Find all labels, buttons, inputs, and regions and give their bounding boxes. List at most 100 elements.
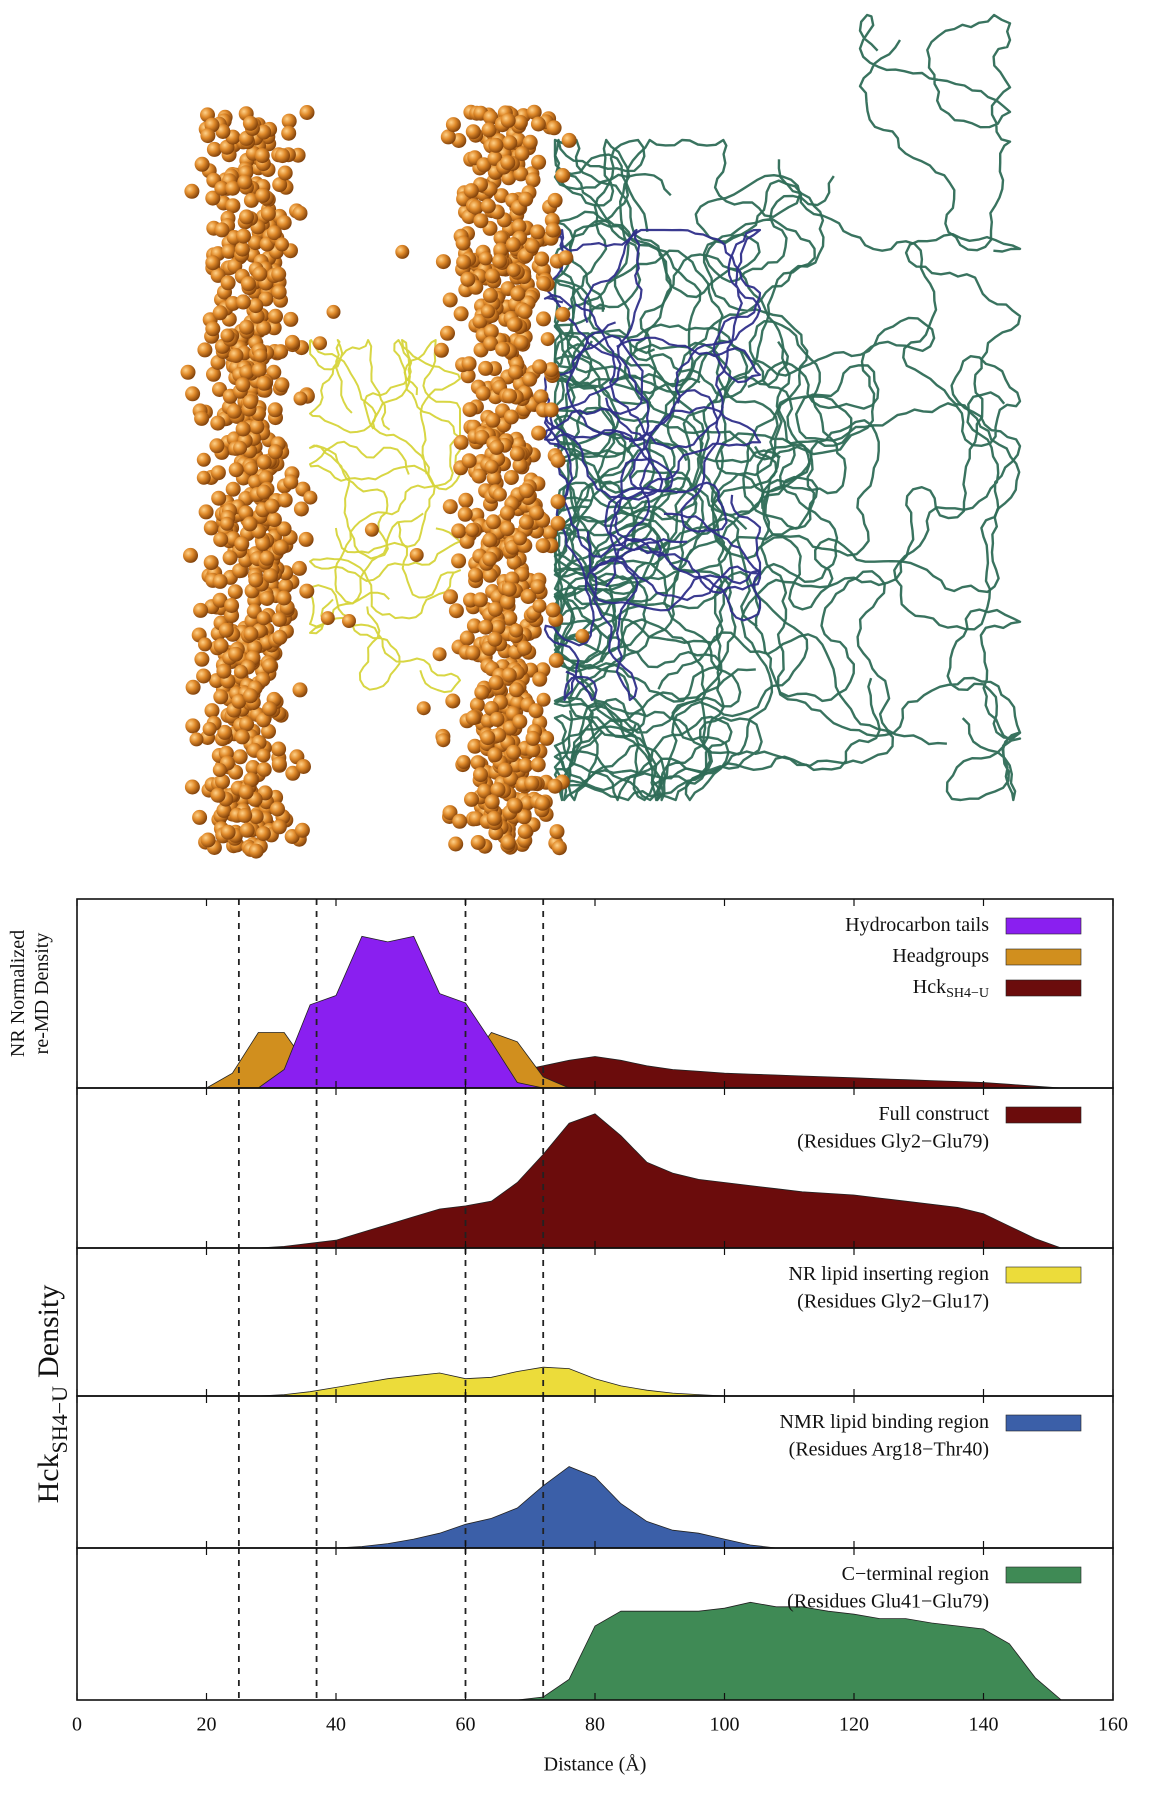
y-axis-label-prefix: Hck	[32, 1453, 65, 1503]
protein-trace	[334, 339, 461, 554]
protein-trace	[334, 339, 461, 605]
protein-trace	[309, 522, 461, 620]
lipid-sphere	[448, 836, 464, 852]
lipid-sphere	[236, 228, 251, 244]
protein-trace	[753, 445, 1022, 802]
protein-trace	[553, 476, 894, 792]
legend-detail: (Residues Arg18−Thr40)	[789, 1439, 989, 1461]
lipid-sphere	[512, 714, 528, 730]
lipid-sphere	[235, 421, 251, 437]
lipid-sphere	[456, 755, 471, 769]
protein-trace	[858, 13, 1012, 252]
lipid-sphere	[189, 732, 204, 747]
lipid-sphere	[248, 809, 264, 825]
lipid-sphere	[482, 287, 498, 303]
lipid-sphere	[261, 723, 276, 739]
lipid-sphere	[262, 658, 277, 674]
lipid-sphere	[277, 165, 293, 181]
lipid-sphere	[477, 783, 493, 799]
lipid-sphere	[200, 128, 216, 144]
lipid-sphere	[294, 822, 310, 838]
protein-trace	[309, 339, 391, 434]
lipid-sphere	[575, 628, 590, 643]
lipid-sphere	[471, 468, 487, 484]
protein-trace	[543, 410, 762, 602]
legend-label-text: Hydrocarbon tails	[845, 914, 989, 936]
lipid-sphere	[194, 156, 210, 172]
lipid-sphere	[525, 742, 541, 758]
lipid-sphere	[233, 664, 248, 679]
lipid-sphere	[510, 286, 526, 302]
lipid-sphere	[293, 501, 309, 517]
lipid-sphere	[500, 834, 516, 850]
x-tick-label: 160	[1098, 1714, 1128, 1736]
lipid-sphere	[267, 402, 283, 418]
x-tick-label: 0	[72, 1714, 82, 1736]
lipid-sphere	[480, 730, 496, 746]
lipid-sphere	[234, 729, 250, 745]
lipid-sphere	[259, 591, 275, 606]
lipid-sphere	[212, 305, 228, 321]
lipid-sphere	[533, 389, 549, 405]
lipid-sphere	[253, 348, 268, 363]
lipid-sphere	[484, 268, 500, 284]
lipid-sphere	[296, 759, 311, 774]
lipid-sphere	[518, 514, 534, 530]
lipid-sphere	[206, 366, 221, 382]
lipid-sphere	[500, 155, 516, 171]
lipid-sphere	[561, 132, 577, 148]
legend-label-text: NMR lipid binding region	[780, 1411, 989, 1433]
lipid-sphere	[213, 532, 229, 547]
lipid-sphere	[506, 744, 522, 760]
lipid-sphere	[255, 187, 271, 203]
protein-trace	[565, 334, 762, 594]
lipid-sphere	[470, 835, 486, 850]
lipid-sphere	[445, 117, 461, 133]
lipid-sphere	[469, 697, 485, 713]
lipid-sphere	[256, 762, 272, 777]
lipid-sphere	[478, 360, 494, 376]
lipid-sphere	[198, 637, 212, 652]
lipid-sphere	[205, 321, 221, 337]
lipid-sphere	[492, 487, 507, 502]
lipid-sphere	[550, 452, 566, 468]
lipid-sphere	[184, 183, 200, 199]
lipid-sphere	[273, 539, 289, 555]
lipid-sphere	[436, 733, 451, 748]
lipid-sphere	[472, 592, 488, 608]
lipid-sphere	[452, 813, 468, 829]
lipid-sphere	[313, 336, 327, 351]
lipid-sphere	[475, 385, 491, 401]
lipid-sphere	[531, 425, 547, 441]
lipid-sphere	[220, 275, 236, 291]
lipid-sphere	[252, 266, 268, 282]
lipid-sphere	[530, 579, 546, 595]
lipid-sphere	[256, 484, 272, 500]
lipid-sphere	[272, 629, 288, 645]
lipid-sphere	[200, 832, 216, 848]
lipid-sphere	[485, 514, 501, 530]
lipid-sphere	[203, 555, 219, 571]
lipid-sphere	[465, 645, 481, 661]
lipid-sphere	[218, 622, 234, 638]
lipid-sphere	[545, 602, 561, 618]
lipid-sphere	[453, 434, 469, 450]
lipid-sphere	[242, 394, 258, 410]
lipid-sphere	[463, 183, 479, 199]
lipid-sphere	[516, 809, 532, 825]
lipid-sphere	[227, 584, 243, 600]
lipid-sphere	[526, 104, 542, 120]
lipid-sphere	[551, 840, 567, 856]
lipid-sphere	[508, 364, 523, 380]
lipid-sphere	[513, 166, 529, 182]
lipid-sphere	[245, 760, 261, 775]
lipid-sphere	[185, 718, 201, 734]
legend-label: C−terminal region	[842, 1563, 989, 1585]
lipid-sphere	[243, 192, 259, 208]
lipid-sphere	[473, 767, 488, 783]
lipid-sphere	[214, 180, 230, 196]
lipid-sphere	[203, 520, 219, 536]
lipid-sphere	[196, 470, 211, 485]
lipid-sphere	[263, 568, 278, 584]
lipid-sphere	[488, 675, 504, 691]
